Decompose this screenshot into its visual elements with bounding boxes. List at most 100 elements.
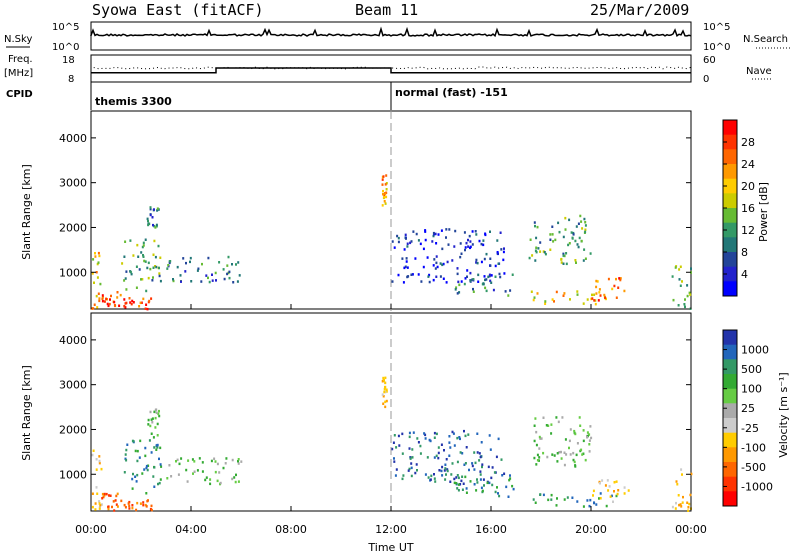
scatter-cell: [205, 476, 208, 479]
scatter-cell: [395, 446, 398, 449]
scatter-cell: [152, 436, 155, 439]
scatter-cell: [235, 473, 237, 477]
scatter-cell: [135, 480, 138, 483]
scatter-cell: [115, 503, 118, 506]
scatter-cell: [129, 239, 132, 242]
scatter-cell: [572, 451, 575, 455]
scatter-cell: [500, 458, 503, 461]
scatter-cell: [465, 491, 468, 494]
scatter-cell: [111, 505, 113, 509]
scatter-cell: [131, 487, 134, 490]
scatter-cell: [406, 242, 409, 245]
scatter-cell: [439, 262, 442, 265]
scatter-cell: [97, 261, 100, 264]
scatter-cell: [224, 462, 227, 465]
scatter-cell: [152, 475, 155, 478]
scatter-cell: [391, 280, 394, 283]
scatter-cell: [96, 262, 99, 266]
scatter-cell: [432, 234, 435, 238]
scatter-cell: [592, 494, 594, 497]
scatter-cell: [454, 288, 457, 291]
scatter-cell: [384, 405, 387, 409]
scatter-cell: [686, 501, 689, 504]
scatter-cell: [466, 275, 468, 278]
scatter-cell: [598, 291, 601, 294]
scatter-cell: [607, 489, 610, 492]
scatter-cell: [581, 227, 584, 230]
scatter-cell: [147, 423, 150, 426]
scatter-cell: [424, 437, 427, 440]
scatter-cell: [211, 279, 214, 282]
scatter-cell: [468, 234, 471, 238]
scatter-cell: [595, 285, 598, 289]
scatter-cell: [158, 266, 160, 270]
scatter-cell: [615, 480, 618, 483]
freq-tick-bottom: 8: [68, 74, 74, 85]
scatter-cell: [606, 479, 609, 482]
scatter-cell: [158, 481, 161, 485]
scatter-cell: [490, 281, 493, 284]
scatter-cell: [159, 446, 162, 450]
scatter-cell: [589, 498, 592, 502]
scatter-cell: [138, 268, 141, 271]
scatter-cell: [556, 497, 558, 500]
scatter-cell: [572, 233, 575, 236]
scatter-cell: [381, 178, 384, 181]
y-tick-label: 2000: [59, 423, 87, 436]
scatter-cell: [113, 300, 116, 304]
scatter-cell: [98, 299, 101, 303]
scatter-cell: [579, 424, 582, 427]
scatter-cell: [565, 453, 568, 456]
scatter-cell: [384, 381, 387, 385]
scatter-cell: [100, 503, 103, 506]
scatter-cell: [485, 278, 488, 281]
scatter-cell: [136, 501, 139, 505]
scatter-cell: [428, 273, 431, 277]
scatter-cell: [132, 301, 135, 304]
scatter-cell: [155, 408, 158, 411]
scatter-cell: [482, 282, 485, 286]
scatter-cell: [196, 269, 199, 272]
scatter-cell: [582, 452, 585, 455]
scatter-cell: [623, 289, 626, 293]
scatter-cell: [441, 465, 444, 469]
x-tick-label: 08:00: [275, 523, 307, 536]
scatter-cell: [95, 468, 98, 471]
scatter-cell: [463, 282, 466, 286]
scatter-cell: [143, 259, 146, 263]
scatter-cell: [482, 239, 485, 242]
scatter-cell: [497, 492, 499, 495]
scatter-cell: [410, 273, 413, 276]
scatter-cell: [153, 485, 156, 488]
scatter-cell: [678, 268, 681, 271]
scatter-cell: [419, 452, 422, 455]
scatter-cell: [166, 267, 169, 270]
scatter-cell: [563, 498, 566, 501]
scatter-cell: [236, 280, 239, 283]
scatter-cell: [125, 301, 128, 305]
scatter-cell: [449, 446, 452, 449]
scatter-cell: [451, 462, 454, 465]
scatter-cell: [398, 444, 401, 447]
scatter-cell: [494, 490, 497, 494]
velocity-scatter: [91, 376, 693, 512]
scatter-cell: [433, 436, 436, 439]
scatter-cell: [462, 482, 465, 485]
velocity-colorbar-tick-label: 25: [741, 402, 755, 415]
scatter-cell: [682, 495, 684, 499]
scatter-cell: [124, 277, 127, 280]
scatter-cell: [471, 462, 474, 465]
scatter-cell: [383, 387, 386, 391]
scatter-cell: [540, 437, 543, 440]
scatter-cell: [132, 254, 135, 257]
scatter-cell: [209, 478, 212, 481]
scatter-cell: [156, 443, 159, 447]
scatter-cell: [688, 291, 691, 295]
scatter-cell: [459, 483, 462, 486]
velocity-colorbar-swatch: [723, 432, 737, 448]
scatter-cell: [586, 499, 589, 502]
y-tick-label: 1000: [59, 266, 87, 279]
scatter-cell: [401, 432, 404, 436]
velocity-colorbar-tick-label: 500: [741, 363, 762, 376]
